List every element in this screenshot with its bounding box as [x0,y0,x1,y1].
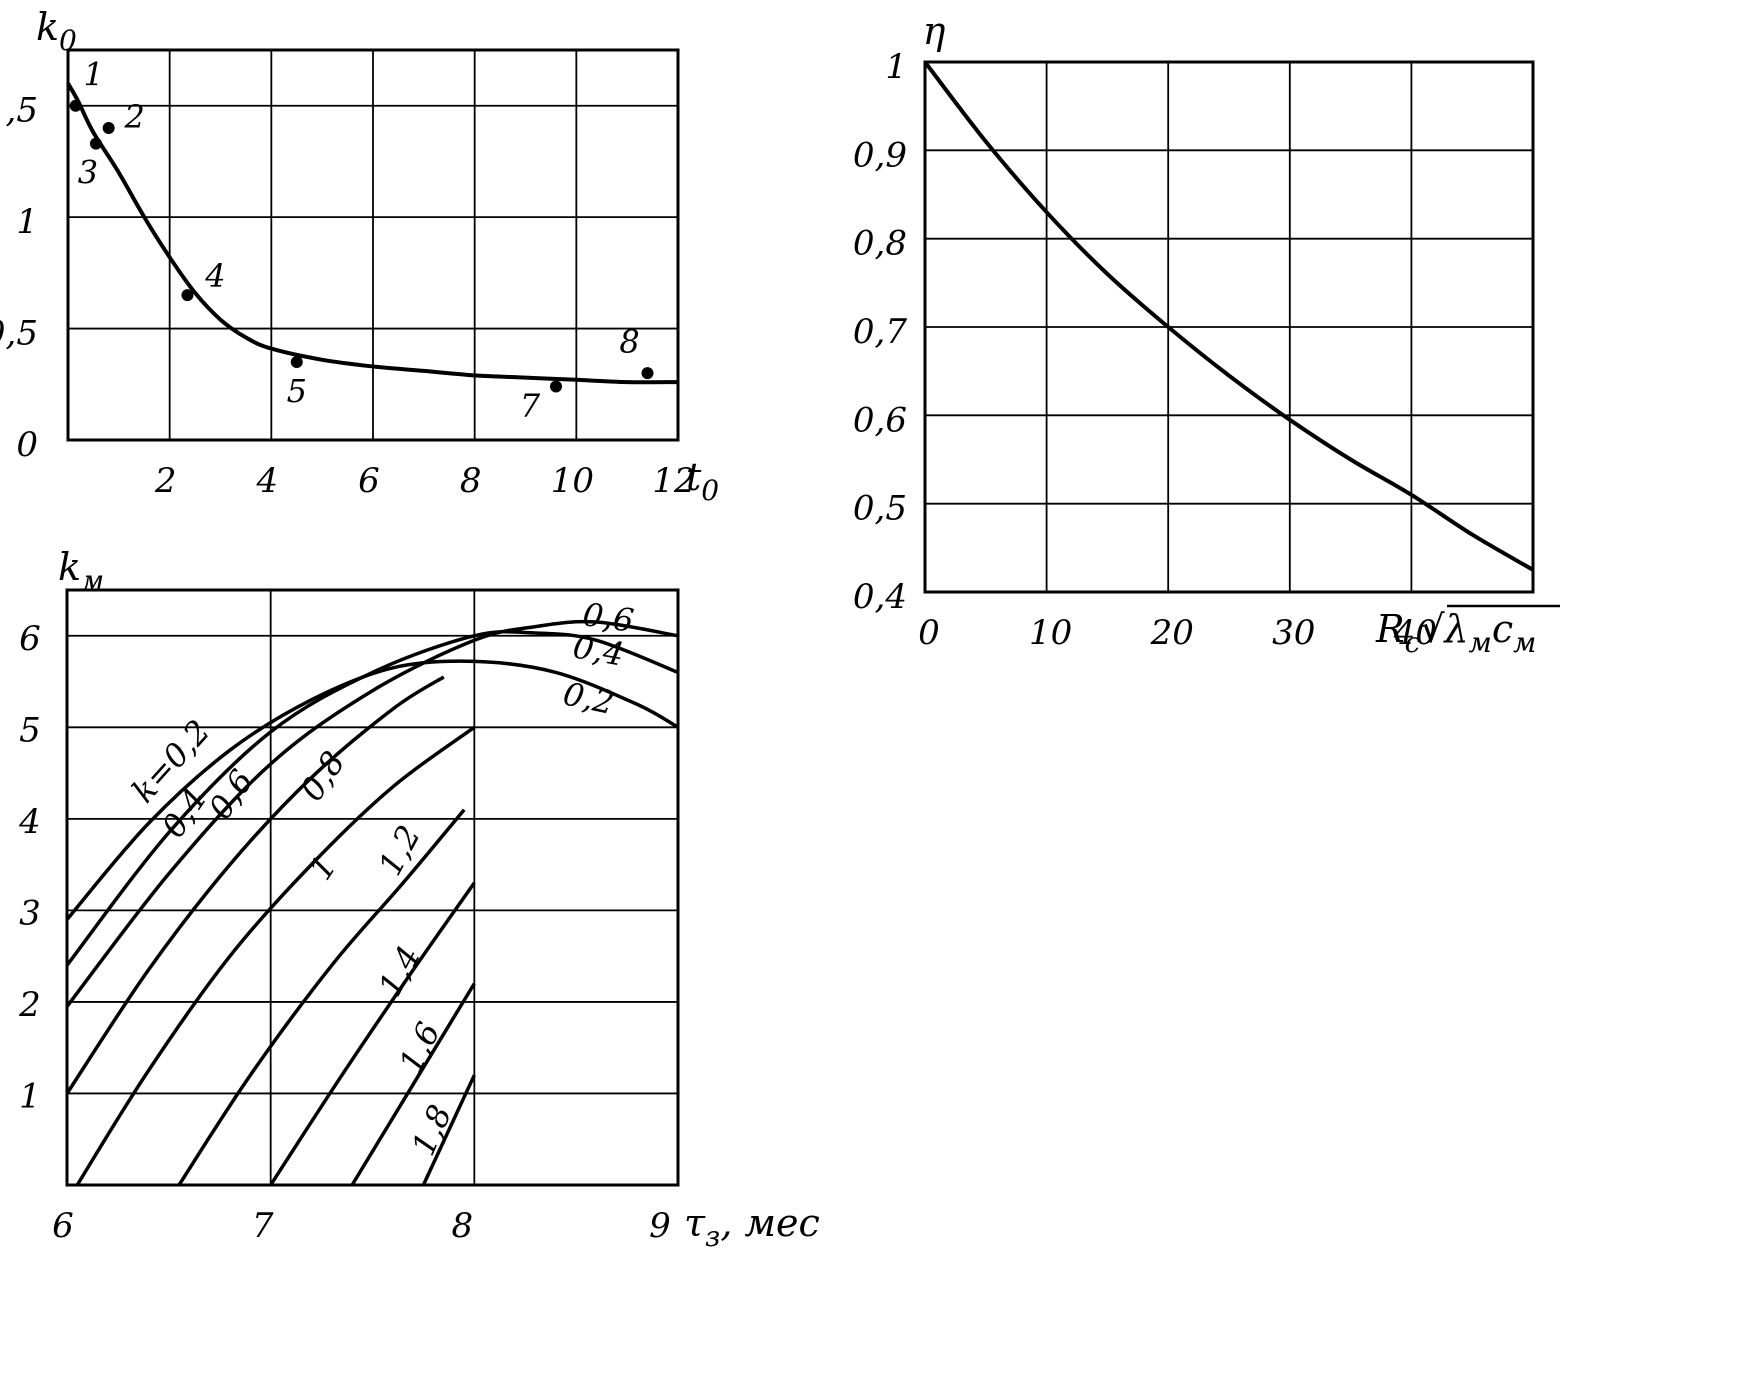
eta-y-tick-label: 0,5 [853,489,907,529]
km-y-tick-label: 4 [18,802,41,842]
ko-x-tick-label: 4 [256,461,279,501]
km-series-line-0 [65,659,679,921]
eta-x-axis-label-xlabel_tail_sub: м [1469,626,1492,659]
eta-y-tick-label: 0,8 [853,224,907,264]
eta-plot-frame [923,60,1535,594]
ko-y-tick-label: 1,5 [0,91,38,131]
km-x-axis-label-unit: , мес [720,1201,819,1245]
ko-data-point-3 [89,137,102,150]
km-curve-label-11: 0,6 [580,595,636,640]
ko-data-point-2 [102,122,115,134]
km-y-axis-label-sub: м [81,564,104,597]
ko-point-label-7: 7 [520,387,541,425]
km-plot-frame [65,588,680,1187]
km-series-line-6 [269,881,476,1186]
ko-data-point-1 [69,99,82,112]
km-curve-label-3: 0,8 [293,744,353,807]
ko-y-tick-label: 0,5 [0,314,38,354]
km-curve-label-6: 1,4 [371,940,428,1003]
ko-x-axis-label-main: t [686,455,702,499]
km-series-line-8 [421,1074,476,1186]
ko-y-tick-label: 0 [16,425,38,465]
ko-point-label-1: 1 [83,56,103,94]
ko-x-tick-label: 8 [460,461,482,501]
ko-x-tick-label: 6 [358,461,380,501]
km-series-line-2 [65,619,679,1008]
eta-x-tick-label: 20 [1150,613,1194,653]
km-curve-label-9: 0,2 [560,674,618,722]
eta-x-tick-label: 30 [1272,613,1315,653]
ko-y-axis-label-main: k [36,5,59,49]
km-y-tick-label: 6 [19,619,41,659]
ko-x-tick-label: 12 [652,461,695,501]
ko-data-point-5 [290,356,303,368]
km-curve-label-5: 1,2 [371,819,428,882]
km-curve-label-7: 1,6 [391,1016,447,1078]
ko-x-axis-label: t0 [686,455,719,507]
km-x-axis-label-main: τ [684,1201,706,1245]
eta-x-axis-label-xlabel: R [1375,607,1405,651]
eta-y-tick-label: 0,6 [853,400,907,440]
eta-x-axis-label-xlabel_tail: √λ [1420,607,1468,651]
km-y-tick-label: 1 [19,1076,41,1116]
km-x-tick-label: 7 [252,1206,274,1246]
eta-x-tick-label: 10 [1029,613,1072,653]
km-x-axis-label-sub: з [705,1220,720,1253]
km-curve-label-8: 1,8 [404,1099,459,1161]
km-y-tick-label: 3 [19,893,41,933]
ko-y-tick-label: 1 [16,202,38,242]
km-series-line-4 [75,725,476,1186]
km-series-line-7 [350,982,476,1186]
ko-fit-curve [66,82,679,385]
eta-y-tick-label: 0,4 [853,577,907,617]
km-curve-label-2: 0,6 [201,763,261,826]
km-y-tick-label: 5 [19,710,41,750]
ko-x-tick-label: 2 [154,461,177,501]
km-series-line-1 [65,629,679,967]
ko-y-axis-label-sub: 0 [59,24,77,57]
ko-point-label-8: 8 [619,323,639,361]
eta-x-tick-label: 0 [918,613,940,653]
ko-data-point-4 [181,289,194,302]
km-series-line-3 [65,675,445,1095]
km-x-axis-label: τз, мес [684,1201,820,1253]
eta-y-tick-label: 1 [885,47,907,87]
ko-x-tick-label: 10 [551,461,594,501]
eta-x-axis-label-xlabel_tail2: c [1492,607,1513,651]
ko-data-point-8 [641,367,654,380]
km-y-axis-label: kм [58,545,104,597]
ko-point-label-3: 3 [78,154,98,192]
eta-y-axis-label: η [923,9,946,53]
km-x-tick-label: 6 [52,1206,74,1246]
ko-x-axis-label-sub: 0 [701,474,719,507]
eta-x-axis-label: Rc√λмcм [1375,607,1536,659]
eta-y-tick-label: 0,9 [853,135,907,175]
ko-point-label-2: 2 [123,98,144,136]
ko-data-point-7 [550,380,562,393]
eta-x-tick-label: 40 [1393,613,1437,653]
ko-plot-frame [66,48,680,442]
ko-y-axis-label: k0 [36,5,77,57]
eta-x-axis-label-xlabel_tail2_sub: м [1513,626,1536,659]
eta-y-tick-label: 0,7 [853,312,907,352]
km-series-line-5 [177,808,466,1186]
eta-x-axis-label-xlabel_sub: c [1405,626,1421,659]
km-y-tick-label: 2 [18,985,41,1025]
eta-series-line-0 [923,60,1535,572]
ko-point-label-5: 5 [287,372,307,410]
km-x-tick-label: 8 [452,1206,474,1246]
ko-point-label-4: 4 [204,257,225,295]
km-y-axis-label-main: k [58,545,81,589]
km-x-tick-label: 9 [649,1206,671,1246]
km-curve-label-10: 0,4 [570,627,627,673]
